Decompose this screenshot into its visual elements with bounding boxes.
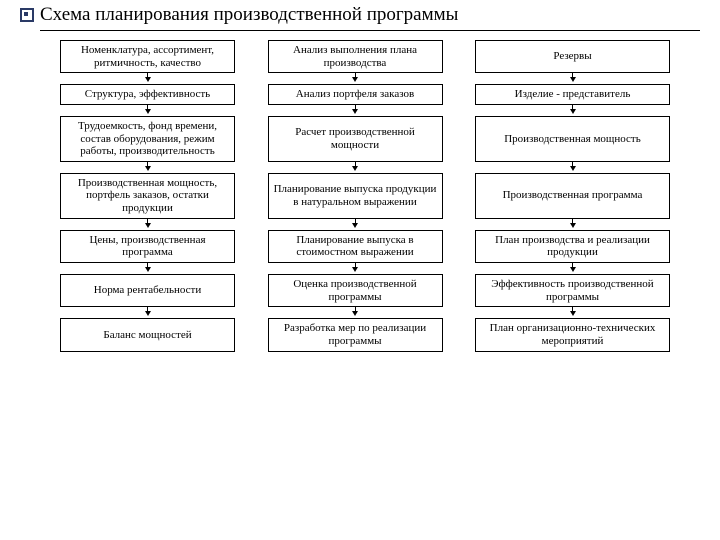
flow-row: Норма рентабельности Оценка производстве… [60,274,670,307]
flow-cell: Планирование выпуска в стоимостном выраж… [268,230,443,263]
slide-bullet [20,8,34,22]
flow-cell: Баланс мощностей [60,318,235,351]
flow-cell: Расчет производственной мощности [268,116,443,162]
flow-cell: Трудоемкость, фонд времени, состав обору… [60,116,235,162]
flow-cell: Анализ выполнения плана производства [268,40,443,73]
arrow-row [60,162,670,173]
flow-cell: Изделие - представитель [475,84,670,105]
flow-row: Баланс мощностей Разработка мер по реали… [60,318,670,351]
page-title: Схема планирования производственной прог… [40,4,458,26]
flow-cell: Анализ портфеля заказов [268,84,443,105]
flow-cell: Планирование выпуска продукции в натурал… [268,173,443,219]
title-underline [40,30,700,31]
flow-row: Цены, производственная программа Планиро… [60,230,670,263]
arrow-row [60,73,670,84]
flow-cell: Производственная программа [475,173,670,219]
flow-cell: План организационно-технических мероприя… [475,318,670,351]
arrow-row [60,307,670,318]
arrow-row [60,263,670,274]
flow-cell: План производства и реализации продукции [475,230,670,263]
flow-cell: Цены, производственная программа [60,230,235,263]
flow-row: Трудоемкость, фонд времени, состав обору… [60,116,670,162]
flow-cell: Производственная мощность, портфель зака… [60,173,235,219]
arrow-row [60,219,670,230]
flow-cell: Резервы [475,40,670,73]
flow-cell: Структура, эффективность [60,84,235,105]
flow-row: Структура, эффективность Анализ портфеля… [60,84,670,105]
flowchart-grid: Номенклатура, ассортимент, ритмичность, … [60,40,670,352]
flow-row: Производственная мощность, портфель зака… [60,173,670,219]
flow-cell: Разработка мер по реализации программы [268,318,443,351]
flow-cell: Эффективность производственной программы [475,274,670,307]
arrow-row [60,105,670,116]
flow-cell: Номенклатура, ассортимент, ритмичность, … [60,40,235,73]
flow-cell: Норма рентабельности [60,274,235,307]
flow-cell: Оценка производственной программы [268,274,443,307]
flow-row: Номенклатура, ассортимент, ритмичность, … [60,40,670,73]
flow-cell: Производственная мощность [475,116,670,162]
